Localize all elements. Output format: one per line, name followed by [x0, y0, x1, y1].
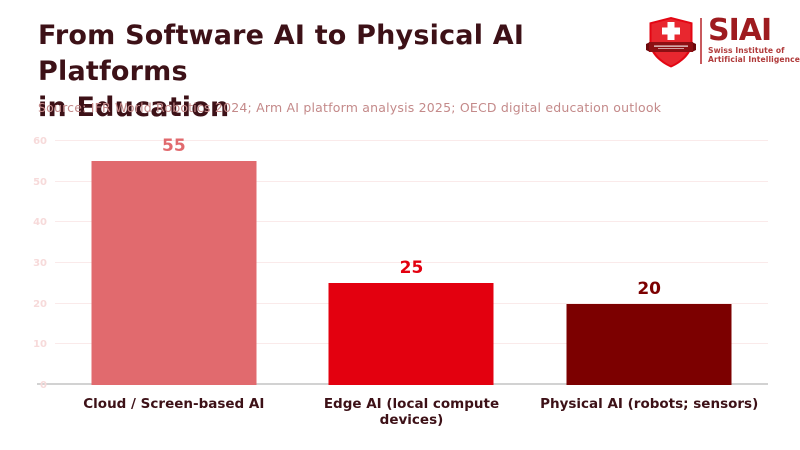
bar — [328, 283, 494, 385]
gridline — [55, 262, 768, 263]
siai-tagline-line1: Swiss Institute of — [708, 46, 785, 55]
bar-value-label: 25 — [399, 258, 424, 279]
bar — [91, 161, 257, 385]
gridline — [55, 180, 768, 182]
x-axis-category-label: Physical AI (robots; sensors) — [540, 396, 759, 412]
bar-slot: 25 Edge AI (local compute devices) — [293, 141, 531, 428]
bar-value-label: 55 — [161, 136, 186, 157]
y-axis-tick-label: 60 — [33, 136, 47, 147]
logo-text: SIAI Swiss Institute of Artificial Intel… — [708, 13, 800, 65]
siai-tagline-line2: Artificial Intelligence — [708, 55, 800, 64]
bar-value-label: 20 — [637, 278, 661, 299]
bar-slot: 20 Physical AI (robots; sensors) — [530, 141, 768, 412]
gridline — [55, 221, 768, 223]
page-title-line2: in Education — [38, 92, 230, 123]
bar-chart: 0 10 20 30 40 50 60 55 Cloud / Screen-based AI 25… — [33, 136, 768, 428]
swiss-shield-cross-ribbon-icon — [646, 17, 696, 68]
x-axis-category-label: Edge AI (local compute devices) — [323, 396, 500, 428]
y-axis-tick-label: 40 — [33, 217, 47, 229]
y-axis-tick-label: 0 — [40, 380, 47, 391]
y-axis-tick-label: 30 — [33, 258, 47, 269]
page-title-line1: From Software AI to Physical AI Platform… — [38, 20, 525, 87]
bar — [566, 303, 732, 385]
page-title: From Software AI to Physical AI Platform… — [38, 18, 638, 126]
logo-divider — [700, 18, 702, 64]
source-note: Source: IFR World Robotics 2024; Arm AI … — [38, 100, 662, 115]
x-axis-category-label: Cloud / Screen-based AI — [83, 396, 265, 412]
y-axis-tick-label: 10 — [33, 339, 47, 351]
bar-slot: 55 Cloud / Screen-based AI — [55, 136, 293, 412]
siai-wordmark: SIAI — [708, 13, 772, 48]
y-axis-tick-label: 50 — [33, 176, 47, 188]
siai-logo: SIAI Swiss Institute of Artificial Intel… — [646, 16, 800, 68]
gridline — [55, 140, 768, 141]
y-axis-tick-label: 20 — [33, 298, 47, 310]
